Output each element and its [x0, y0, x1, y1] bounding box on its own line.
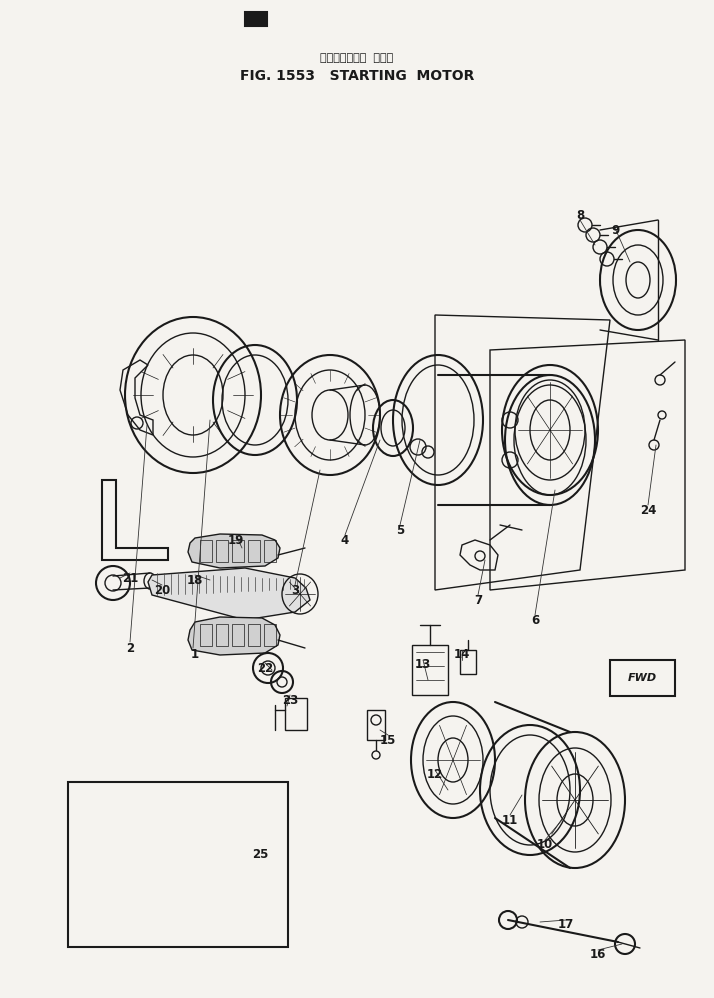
Text: 14: 14: [454, 649, 471, 662]
Text: FIG. 1553   STARTING  MOTOR: FIG. 1553 STARTING MOTOR: [240, 69, 474, 83]
Text: 22: 22: [257, 662, 273, 675]
Text: 23: 23: [282, 694, 298, 707]
Text: 5: 5: [396, 524, 404, 537]
Text: 7: 7: [474, 594, 482, 607]
Bar: [460, 650, 476, 674]
Text: 11: 11: [502, 813, 518, 826]
Polygon shape: [148, 568, 310, 620]
Text: 6: 6: [531, 614, 539, 627]
Text: FWD: FWD: [628, 673, 657, 683]
Text: 9: 9: [611, 224, 619, 237]
Bar: [248, 624, 260, 646]
Text: スターティング  モータ: スターティング モータ: [321, 53, 393, 63]
Text: 16: 16: [590, 948, 606, 961]
Text: 15: 15: [380, 734, 396, 747]
Text: 3: 3: [291, 584, 299, 597]
Bar: [216, 624, 228, 646]
Bar: [68, 782, 288, 947]
Text: 12: 12: [427, 768, 443, 781]
Text: 1: 1: [191, 649, 199, 662]
Polygon shape: [188, 534, 280, 568]
Text: 19: 19: [228, 534, 244, 547]
Bar: [245, 12, 267, 26]
Text: 8: 8: [576, 209, 584, 222]
Text: 2: 2: [126, 642, 134, 655]
Bar: [216, 540, 228, 562]
Text: 20: 20: [154, 584, 170, 597]
Bar: [610, 660, 675, 696]
Bar: [200, 540, 212, 562]
Bar: [285, 698, 307, 730]
Polygon shape: [188, 617, 280, 655]
Bar: [367, 710, 385, 740]
Bar: [133, 833, 203, 893]
Text: 21: 21: [122, 572, 138, 585]
Text: 17: 17: [558, 918, 574, 931]
Bar: [264, 624, 276, 646]
Bar: [232, 624, 244, 646]
Bar: [412, 645, 448, 695]
Bar: [264, 540, 276, 562]
Bar: [232, 540, 244, 562]
Text: 13: 13: [415, 659, 431, 672]
Text: 10: 10: [537, 838, 553, 851]
Text: 18: 18: [187, 574, 203, 587]
Bar: [200, 624, 212, 646]
Text: 4: 4: [341, 534, 349, 547]
Text: 24: 24: [640, 504, 656, 517]
Text: 25: 25: [252, 848, 268, 861]
Bar: [248, 540, 260, 562]
